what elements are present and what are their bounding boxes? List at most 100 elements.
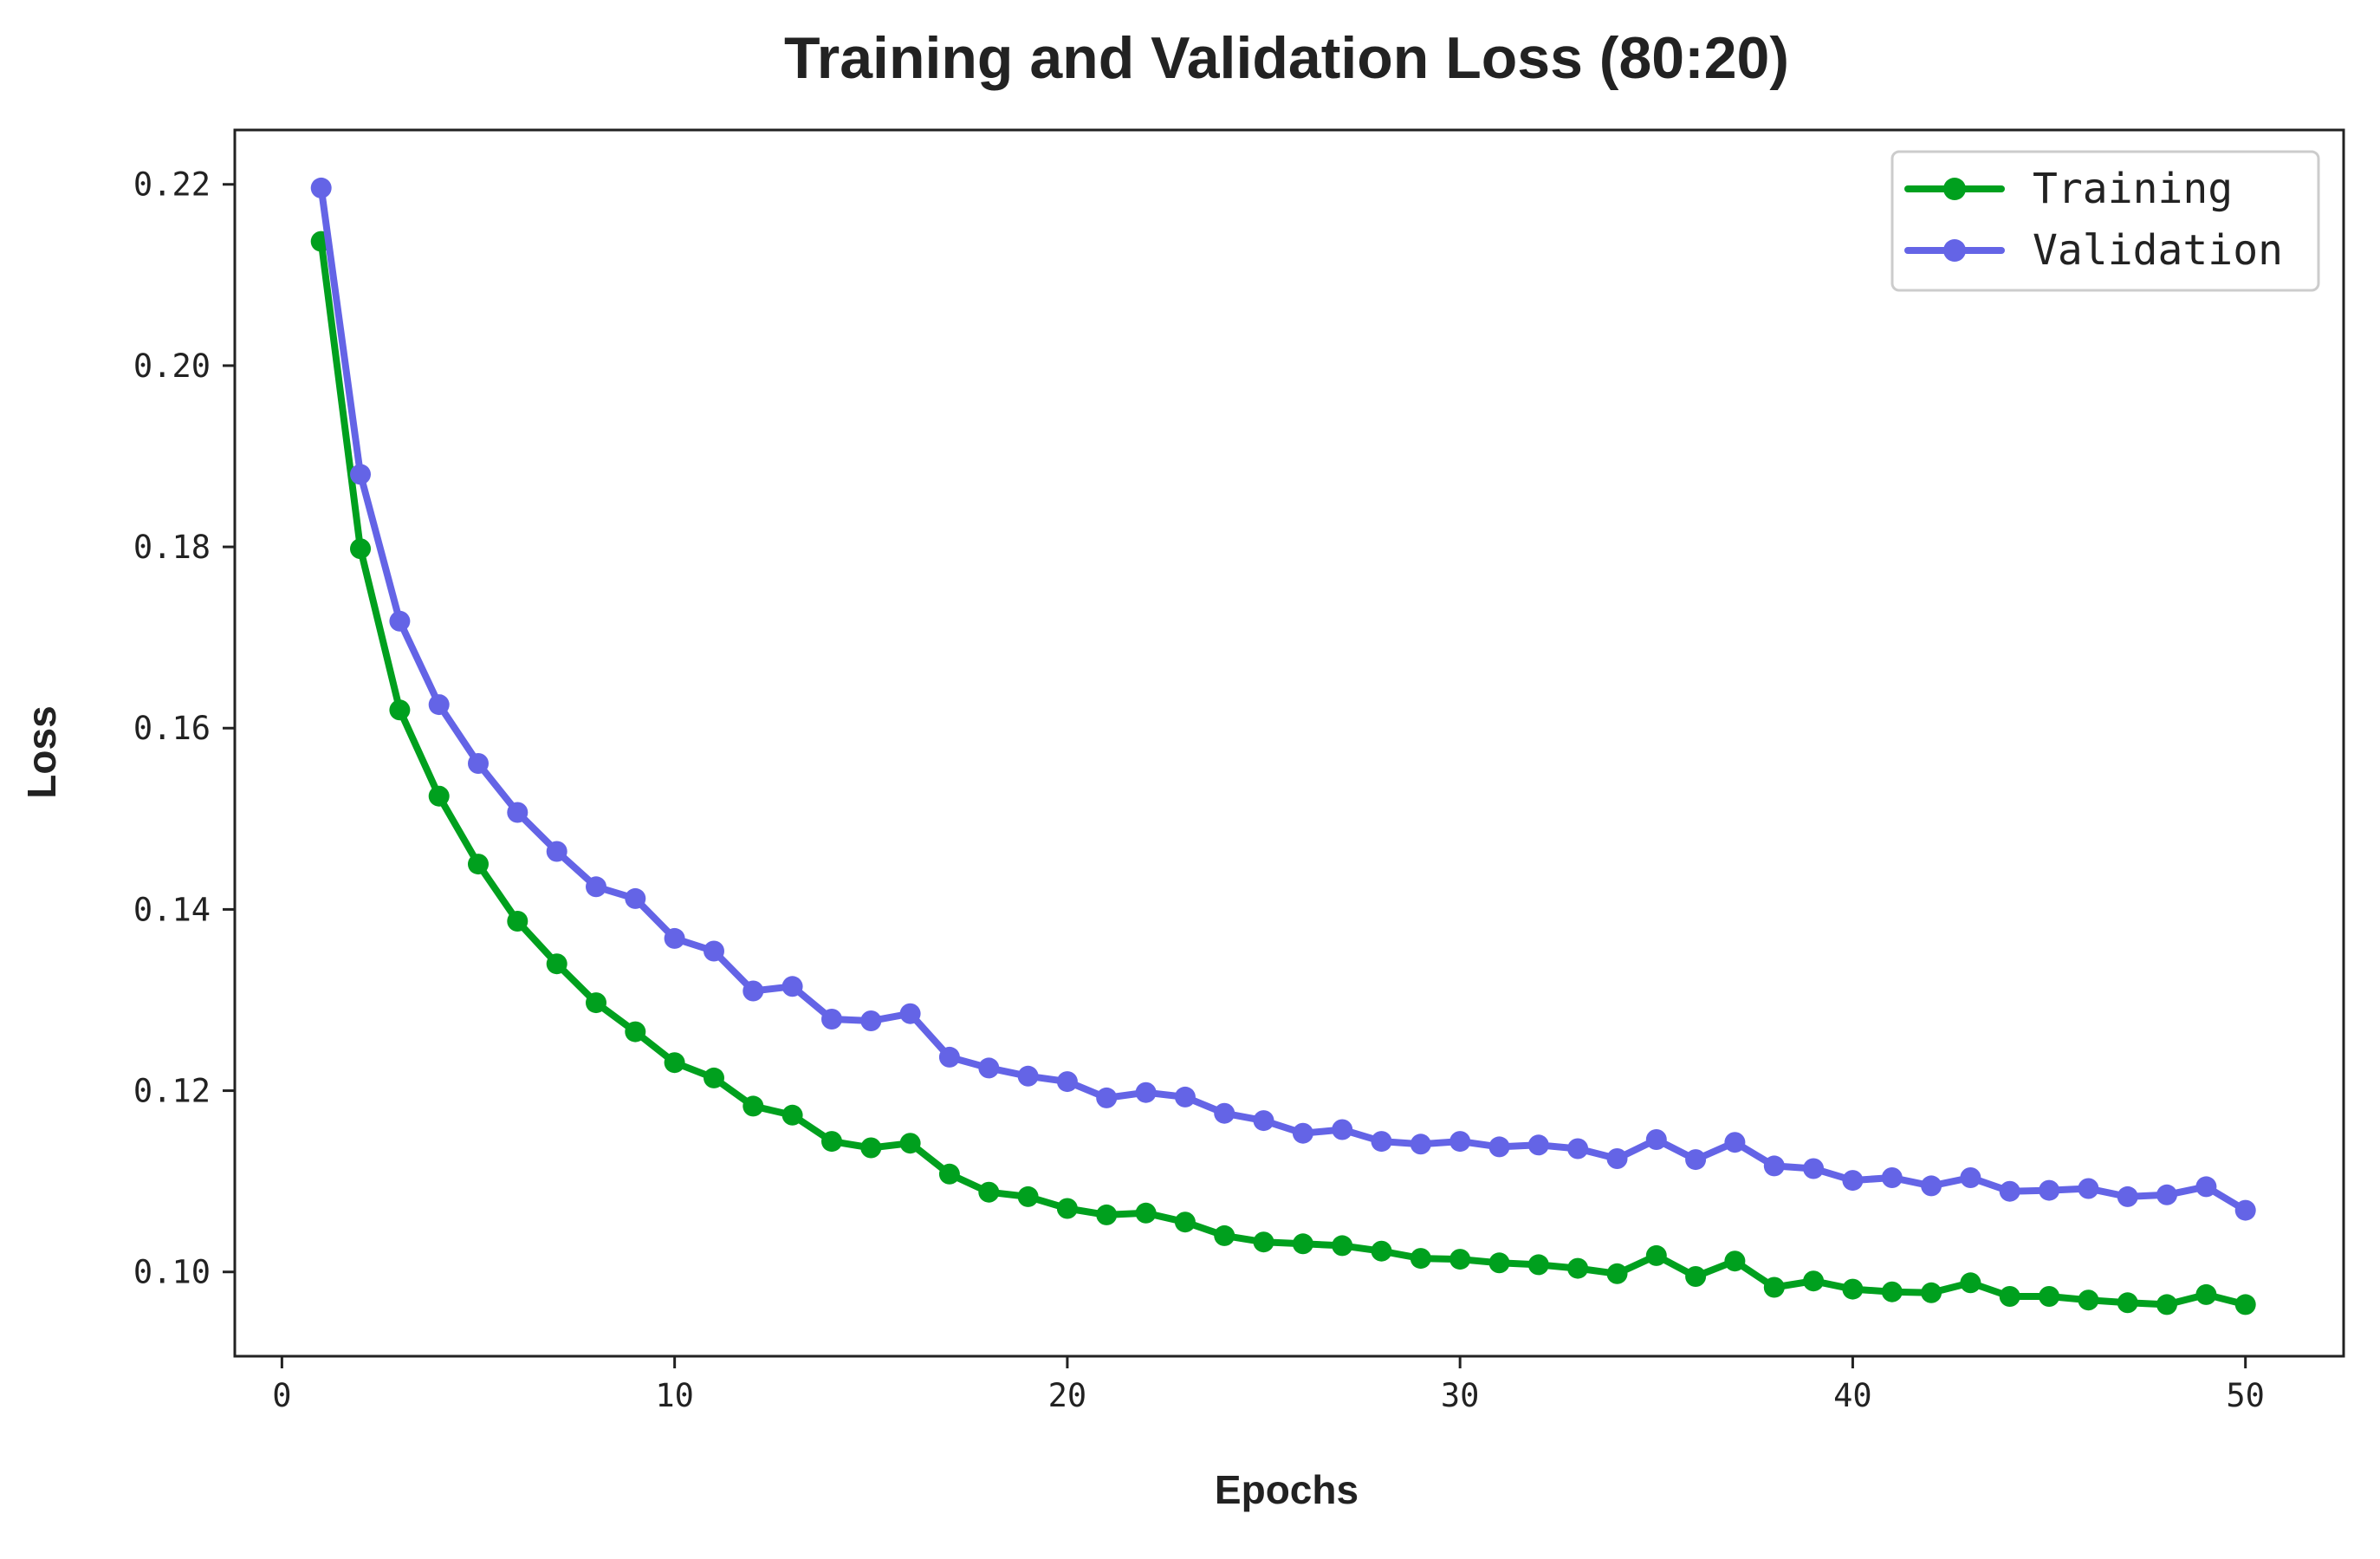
data-point-validation <box>1371 1131 1392 1153</box>
data-point-training <box>1724 1250 1746 1272</box>
data-point-validation <box>546 841 567 862</box>
y-tick-label: 0.20 <box>133 348 211 385</box>
data-point-training <box>1056 1198 1078 1219</box>
data-point-validation <box>1567 1138 1589 1160</box>
data-point-training <box>350 538 371 560</box>
data-point-training <box>389 699 411 721</box>
data-point-validation <box>860 1010 882 1031</box>
data-point-training <box>1292 1233 1313 1255</box>
legend: Training Validation <box>1890 150 2320 292</box>
data-point-validation <box>1763 1155 1785 1177</box>
data-point-validation <box>1292 1122 1313 1144</box>
data-point-training <box>1842 1278 1864 1300</box>
legend-label-validation: Validation <box>2033 226 2283 275</box>
data-point-validation <box>1449 1131 1471 1153</box>
data-point-training <box>938 1163 960 1185</box>
data-point-training <box>1606 1263 1628 1284</box>
data-point-training <box>899 1133 921 1154</box>
data-point-validation <box>1488 1136 1510 1158</box>
data-point-validation <box>781 976 803 997</box>
series-lines <box>310 177 2256 1315</box>
data-point-validation <box>1174 1086 1196 1108</box>
data-point-validation <box>938 1046 960 1068</box>
data-point-training <box>1449 1249 1471 1270</box>
data-point-validation <box>1135 1082 1157 1103</box>
data-point-validation <box>1724 1132 1746 1153</box>
x-tick-label: 10 <box>655 1377 694 1414</box>
plot-area-frame <box>233 128 2345 1358</box>
data-point-training <box>860 1137 882 1159</box>
data-point-training <box>625 1021 646 1043</box>
data-point-validation <box>1803 1158 1825 1179</box>
data-point-validation <box>428 694 450 716</box>
data-point-training <box>586 992 606 1014</box>
data-point-training <box>1135 1202 1157 1224</box>
data-point-training <box>1253 1231 1274 1253</box>
data-point-validation <box>1881 1167 1903 1188</box>
data-point-validation <box>2234 1199 2256 1221</box>
data-point-training <box>704 1067 724 1088</box>
data-point-training <box>1999 1286 2020 1307</box>
data-point-training <box>978 1181 1000 1203</box>
legend-swatch-training-marker <box>1943 178 1966 200</box>
data-point-training <box>664 1052 685 1074</box>
data-point-validation <box>389 610 411 632</box>
data-point-training <box>1017 1185 1039 1207</box>
data-point-validation <box>1253 1110 1274 1132</box>
data-point-validation <box>1685 1149 1707 1171</box>
series-training <box>310 231 2256 1315</box>
legend-swatch-validation-marker <box>1943 239 1966 262</box>
legend-label-training: Training <box>2033 165 2233 213</box>
y-axis-label: Loss <box>19 705 64 798</box>
data-point-training <box>743 1095 764 1117</box>
data-point-training <box>1371 1240 1392 1262</box>
y-tick-label: 0.16 <box>133 710 211 747</box>
data-point-training <box>2078 1289 2099 1311</box>
data-point-training <box>1174 1211 1196 1233</box>
data-point-training <box>428 785 450 807</box>
data-point-training <box>1960 1272 1981 1294</box>
data-point-training <box>1803 1270 1825 1292</box>
x-axis-label: Epochs <box>1215 1467 1359 1512</box>
data-point-training <box>1488 1252 1510 1274</box>
data-point-training <box>2156 1294 2177 1315</box>
axis-ticks: 0 10 20 30 40 50 0.10 0.12 0.14 0.16 0.18 0.20 0.22 <box>133 166 2265 1414</box>
x-tick-label: 0 <box>272 1377 291 1414</box>
data-point-training <box>1881 1281 1903 1302</box>
y-tick-label: 0.14 <box>133 891 211 928</box>
data-point-training <box>821 1131 842 1153</box>
data-point-training <box>1527 1254 1549 1276</box>
data-point-validation <box>625 887 646 909</box>
data-point-training <box>1567 1257 1589 1279</box>
data-point-validation <box>821 1009 842 1030</box>
data-point-training <box>1645 1244 1667 1266</box>
y-tick-label: 0.10 <box>133 1254 211 1291</box>
data-point-training <box>2039 1286 2060 1307</box>
data-point-validation <box>1214 1102 1235 1124</box>
data-point-validation <box>704 940 724 962</box>
data-point-validation <box>1017 1065 1039 1087</box>
data-point-validation <box>2117 1185 2138 1207</box>
data-point-training <box>1214 1224 1235 1246</box>
data-point-training <box>1921 1282 1942 1303</box>
chart-title: Training and Validation Loss (80:20) <box>784 25 1789 91</box>
data-point-training <box>2234 1294 2256 1315</box>
x-tick-label: 30 <box>1441 1377 1480 1414</box>
data-point-training <box>507 911 529 932</box>
y-tick-label: 0.18 <box>133 529 211 566</box>
data-point-validation <box>1842 1170 1864 1192</box>
data-point-validation <box>1096 1087 1118 1108</box>
data-point-training <box>781 1104 803 1126</box>
data-point-training <box>2117 1292 2138 1314</box>
data-point-validation <box>2078 1178 2099 1199</box>
data-point-validation <box>507 802 529 823</box>
data-point-validation <box>310 177 332 198</box>
data-point-validation <box>586 876 606 898</box>
data-point-validation <box>743 980 764 1002</box>
series-validation <box>310 177 2256 1221</box>
data-point-validation <box>1606 1148 1628 1169</box>
data-point-validation <box>1527 1134 1549 1156</box>
data-point-validation <box>1921 1175 1942 1197</box>
